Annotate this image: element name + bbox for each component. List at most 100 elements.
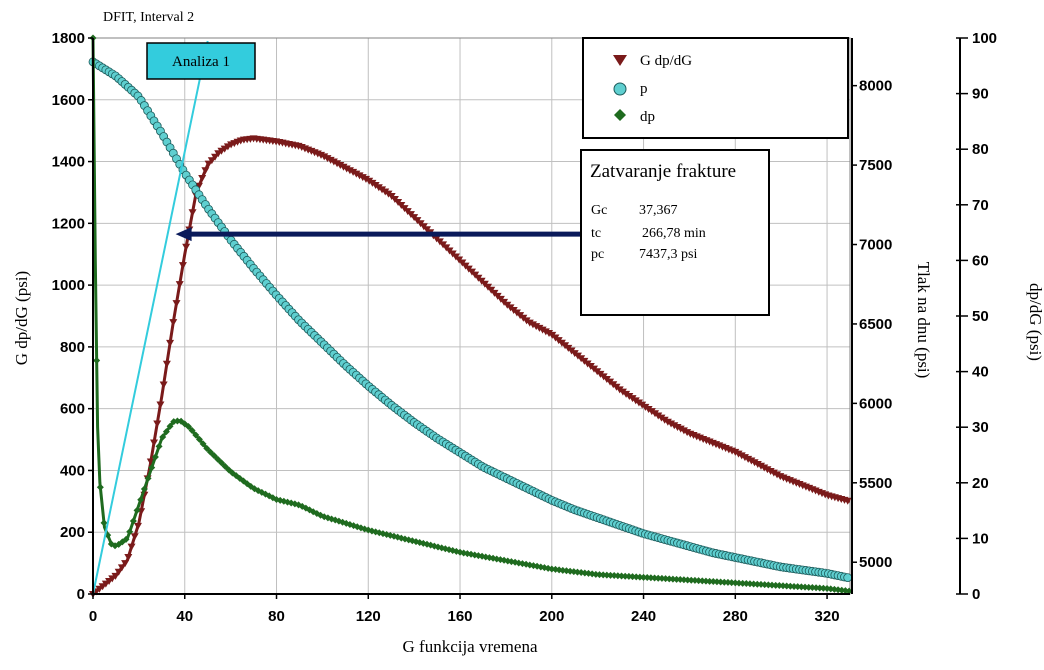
data-point [545, 330, 554, 338]
y-left-tick-label: 800 [60, 339, 85, 356]
series-p [88, 57, 853, 583]
y-left-tick-label: 1600 [52, 92, 85, 109]
y-right2-tick-label: 40 [972, 364, 989, 381]
data-point [166, 339, 175, 347]
data-point [155, 442, 163, 450]
data-point [194, 182, 203, 190]
y-right2-tick-label: 80 [972, 141, 989, 158]
y-left-tick-label: 1400 [52, 154, 85, 171]
data-point [188, 427, 196, 435]
data-point [122, 535, 130, 543]
legend-label-gdpdg: G dp/dG [640, 53, 692, 69]
data-point [133, 506, 141, 514]
data-point [184, 423, 192, 431]
closure-row-pc-key: pc [591, 247, 604, 262]
y-right-tick-label: 5500 [859, 475, 892, 492]
y-right2-tick-label: 70 [972, 197, 989, 214]
data-point [137, 496, 145, 504]
data-point [203, 444, 211, 452]
data-point [121, 560, 130, 568]
data-point [843, 573, 853, 583]
data-point [130, 533, 139, 541]
data-point [162, 360, 171, 368]
analysis-label: Analiza 1 [172, 54, 230, 70]
data-point [211, 153, 220, 161]
data-point [93, 356, 101, 364]
data-point [153, 420, 162, 428]
data-point [214, 455, 222, 463]
data-point [166, 422, 174, 430]
data-point [250, 485, 258, 493]
data-point [111, 572, 120, 580]
x-axis-title: G funkcija vremena [403, 637, 538, 656]
x-tick-label: 80 [268, 608, 285, 625]
data-point [150, 439, 159, 447]
y-right2-tick-label: 20 [972, 475, 989, 492]
legend: G dp/dG p dp [582, 37, 849, 139]
x-tick-label: 320 [815, 608, 840, 625]
y-right-tick-label: 7500 [859, 157, 892, 174]
data-point [192, 431, 200, 439]
y-right2-axis-title: dp/dG (psi) [1026, 283, 1044, 361]
data-point [206, 448, 214, 456]
closure-box: Zatvaranje frakture Gc 37,367 tc 266,78 … [580, 149, 770, 316]
y-right-tick-label: 8000 [859, 78, 892, 95]
y-right-tick-label: 6500 [859, 316, 892, 333]
data-point [162, 428, 170, 436]
analysis-label-box: Analiza 1 [146, 42, 256, 80]
data-point [188, 209, 197, 217]
analysis-line [92, 40, 209, 595]
data-point [182, 243, 191, 251]
data-point [126, 528, 134, 536]
data-point [124, 554, 133, 562]
data-point [172, 300, 181, 308]
data-point [175, 281, 184, 289]
closure-row-gc-key: Gc [591, 203, 607, 218]
data-point [845, 587, 853, 595]
y-right2-tick-label: 0 [972, 586, 980, 603]
y-right-tick-label: 6000 [859, 395, 892, 412]
data-point [169, 319, 178, 327]
closure-row-tc-value: 266,78 min [642, 226, 706, 241]
y-left-tick-label: 1200 [52, 215, 85, 232]
x-tick-label: 40 [176, 608, 193, 625]
closure-row-gc-value: 37,367 [639, 203, 678, 218]
data-point [127, 543, 136, 551]
data-point [204, 160, 213, 168]
closure-row-pc-value: 7437,3 psi [639, 247, 697, 262]
y-right-axis-title: Tlak na dnu (psi) [914, 262, 933, 379]
closure-arrowhead [175, 227, 192, 242]
legend-marker-p [613, 82, 627, 96]
series-layer [88, 34, 853, 598]
y-left-tick-label: 1800 [52, 30, 85, 47]
data-point [217, 459, 225, 467]
data-point [140, 485, 148, 493]
x-tick-label: 200 [539, 608, 564, 625]
y-right2-tick-label: 100 [972, 30, 997, 47]
data-point [159, 433, 167, 441]
data-point [843, 497, 852, 505]
y-left-tick-label: 400 [60, 462, 85, 479]
x-tick-label: 120 [356, 608, 381, 625]
closure-box-title: Zatvaranje frakture [590, 161, 736, 182]
data-point [198, 174, 207, 182]
data-point [114, 568, 123, 576]
y-left-tick-label: 200 [60, 524, 85, 541]
data-point [660, 416, 669, 424]
data-point [133, 522, 142, 530]
y-right2-tick-label: 60 [972, 252, 989, 269]
data-point [361, 175, 370, 183]
y-right-tick-label: 5000 [859, 554, 892, 571]
y-right2-tick-label: 50 [972, 308, 989, 325]
data-point [156, 401, 165, 409]
data-point [195, 435, 203, 443]
y-left-tick-label: 1000 [52, 277, 85, 294]
series-line [92, 60, 851, 580]
legend-marker-gdpdg [613, 55, 627, 66]
legend-label-dp: dp [640, 109, 655, 125]
y-left-axis-title: G dp/dG (psi) [12, 271, 31, 365]
legend-marker-dp [614, 109, 626, 121]
data-point [221, 462, 229, 470]
